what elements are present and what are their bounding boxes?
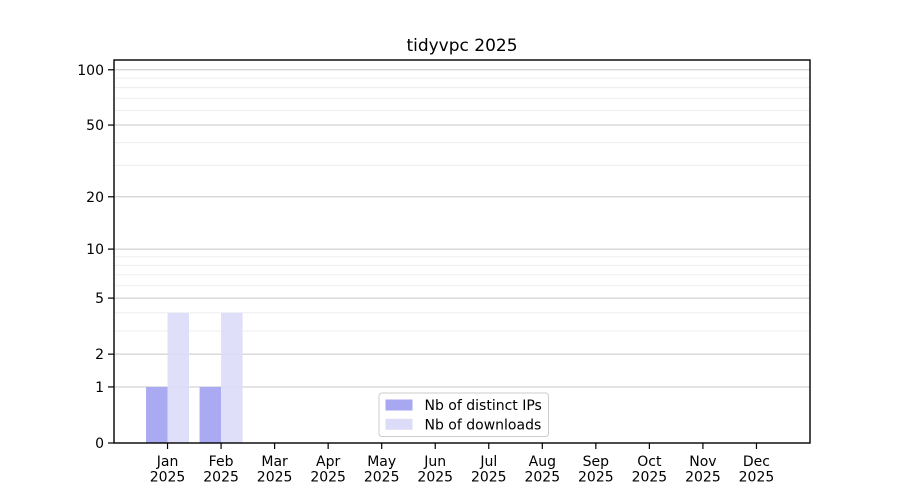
- bar-nb-of-downloads-feb: [221, 312, 243, 443]
- bars-group: [146, 312, 243, 443]
- y-tick-label: 100: [77, 63, 104, 79]
- x-tick-label-month: Jun: [423, 454, 446, 470]
- x-tick-label-month: Dec: [743, 454, 770, 470]
- chart-title: tidyvpc 2025: [406, 36, 517, 56]
- x-tick-label-month: Jul: [479, 454, 497, 470]
- y-tick-label: 2: [95, 347, 104, 363]
- y-tick-label: 20: [86, 190, 104, 206]
- x-tick-label-month: Apr: [316, 454, 340, 470]
- x-tick-label-year: 2025: [471, 470, 507, 486]
- x-tick-label-year: 2025: [310, 470, 346, 486]
- x-tick-label-month: Jan: [156, 454, 179, 470]
- x-tick-label-month: Nov: [689, 454, 716, 470]
- x-tick-label-year: 2025: [524, 470, 560, 486]
- y-tick-label: 0: [95, 436, 104, 452]
- x-tick-label-month: Oct: [637, 454, 662, 470]
- y-tick-label: 5: [95, 291, 104, 307]
- legend-swatch-distinct-ips: [385, 399, 413, 411]
- legend: Nb of distinct IPs Nb of downloads: [378, 392, 549, 437]
- x-tick-label-month: May: [367, 454, 396, 470]
- x-tick-label-year: 2025: [203, 470, 239, 486]
- x-tick-label-year: 2025: [150, 470, 186, 486]
- x-tick-label-year: 2025: [578, 470, 614, 486]
- x-tick-label-year: 2025: [632, 470, 668, 486]
- x-axis-ticks: [166, 443, 758, 449]
- x-tick-label-year: 2025: [417, 470, 453, 486]
- bar-nb-of-distinct-ips-jan: [146, 386, 168, 443]
- x-tick-label-year: 2025: [685, 470, 721, 486]
- y-tick-label: 1: [95, 380, 104, 396]
- x-tick-label-month: Feb: [209, 454, 234, 470]
- bar-nb-of-downloads-jan: [167, 312, 190, 443]
- gridlines-minor: [114, 77, 810, 332]
- y-axis-ticks: [108, 69, 114, 444]
- plot-border: [113, 59, 811, 444]
- legend-label-distinct-ips: Nb of distinct IPs: [425, 398, 542, 414]
- x-axis-labels: Jan2025Feb2025Mar2025Apr2025May2025Jun20…: [150, 454, 775, 486]
- x-tick-label-year: 2025: [739, 470, 775, 486]
- x-tick-label-month: Mar: [261, 454, 288, 470]
- bar-nb-of-distinct-ips-feb: [199, 386, 222, 443]
- x-tick-label-month: Aug: [529, 454, 556, 470]
- legend-box: [378, 392, 549, 437]
- y-axis-labels: 0 1 2 5 10 20 50 100: [77, 63, 104, 452]
- x-tick-label-year: 2025: [257, 470, 293, 486]
- x-tick-label-year: 2025: [364, 470, 400, 486]
- x-tick-label-month: Sep: [583, 454, 610, 470]
- legend-swatch-downloads: [385, 418, 413, 430]
- y-tick-label: 10: [86, 242, 104, 258]
- legend-label-downloads: Nb of downloads: [425, 418, 542, 434]
- y-tick-label: 50: [86, 118, 104, 134]
